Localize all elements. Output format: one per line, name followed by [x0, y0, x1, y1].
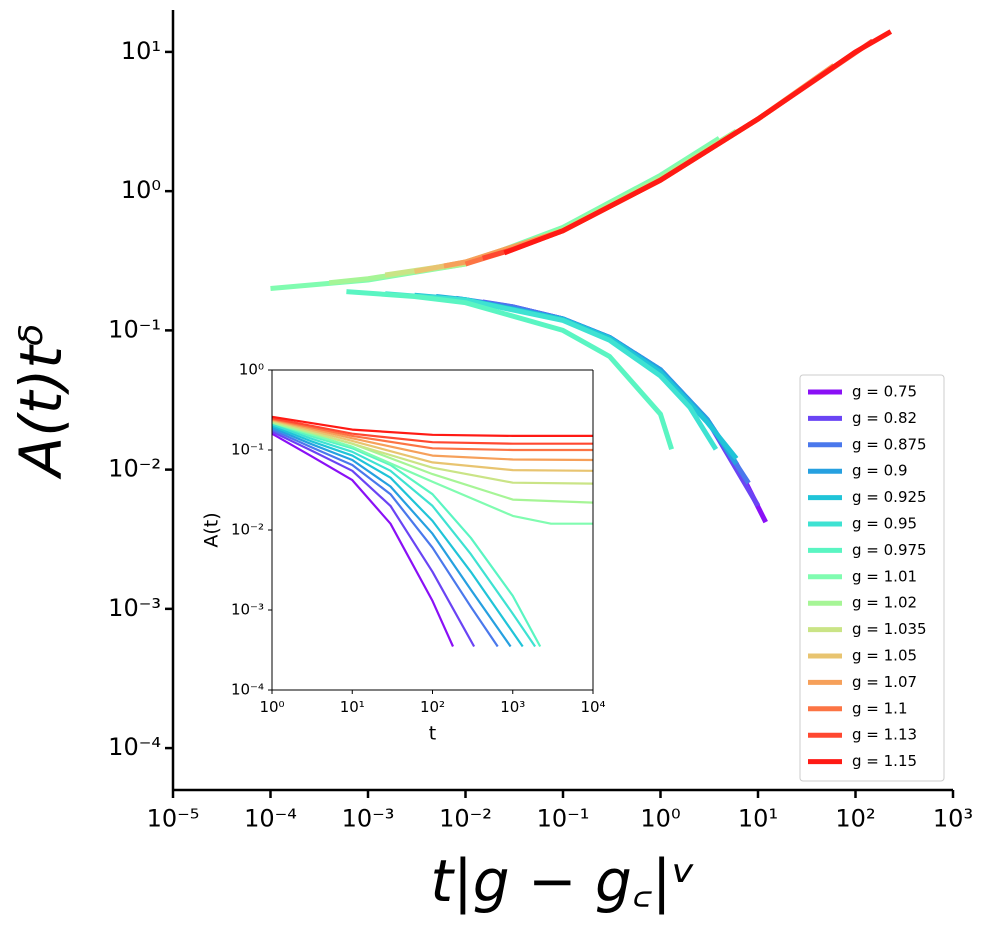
legend-label: g = 1.07 [852, 673, 917, 691]
data-line [464, 49, 857, 267]
data-line [271, 430, 476, 648]
legend-label: g = 1.05 [852, 647, 917, 665]
y-axis-label: A(t) [201, 512, 223, 547]
legend-label: g = 1.15 [852, 752, 917, 770]
legend-label: g = 1.02 [852, 594, 917, 612]
data-line [385, 291, 719, 451]
legend-label: g = 1.01 [852, 567, 917, 585]
data-line [482, 38, 875, 261]
data-line [271, 432, 455, 647]
x-tick-label: 10⁰ [259, 698, 284, 716]
legend-frame [799, 374, 945, 782]
x-tick-label: 10⁻⁴ [244, 805, 297, 833]
data-line [328, 128, 738, 286]
x-tick-label: 10³ [500, 698, 525, 716]
data-line [271, 421, 593, 525]
x-tick-label: 10³ [933, 805, 973, 833]
y-tick-label: 10⁻⁴ [231, 681, 264, 699]
data-line [271, 417, 593, 452]
legend-label: g = 0.82 [852, 409, 917, 427]
data-line [346, 289, 674, 451]
x-tick-label: 10⁻¹ [537, 805, 590, 833]
legend-label: g = 1.035 [852, 620, 927, 638]
y-tick-label: 10⁰ [121, 176, 161, 204]
legend: g = 0.75 g = 0.82 g = 0.875 g = 0.9 g = 0.92… [799, 374, 945, 782]
y-tick-label: 10⁻⁴ [108, 733, 161, 761]
y-tick-label: 10⁻¹ [108, 315, 161, 343]
data-line [271, 418, 594, 462]
x-tick-label: 10⁰ [640, 805, 680, 833]
legend-label: g = 0.9 [852, 462, 907, 480]
y-tick-label: 10⁻³ [231, 601, 264, 619]
y-tick-label: 10¹ [121, 37, 161, 65]
data-line [414, 84, 806, 274]
x-tick-label: 10² [835, 805, 875, 833]
data-line [503, 29, 893, 256]
y-tick-label: 10⁻² [231, 521, 264, 539]
x-tick-label: 10¹ [340, 698, 365, 716]
x-tick-label: 10⁻³ [342, 805, 395, 833]
y-tick-label: 10⁻² [108, 455, 161, 483]
x-tick-label: 10⁻⁵ [147, 805, 200, 833]
data-line [271, 417, 593, 445]
legend-label: g = 0.975 [852, 541, 927, 559]
x-tick-label: 10⁻² [439, 805, 492, 833]
y-tick-label: 10⁻¹ [231, 441, 264, 459]
data-line [271, 421, 542, 648]
data-line [271, 419, 594, 472]
data-line [384, 105, 777, 278]
x-tick-label: 10¹ [738, 805, 778, 833]
data-line [271, 424, 524, 648]
y-tick-label: 10⁰ [239, 361, 264, 379]
legend-label: g = 0.95 [852, 515, 917, 533]
data-line [271, 426, 512, 648]
data-line [270, 136, 721, 291]
x-axis-label: t|g − g꜀|ᵛ [430, 847, 695, 915]
data-line [271, 415, 593, 437]
legend-label: g = 0.75 [852, 383, 917, 401]
data-line [271, 420, 594, 485]
y-axis-label: A(t)tᵟ [7, 324, 75, 481]
x-tick-label: 10⁴ [580, 698, 605, 716]
x-axis-label: t [429, 723, 436, 745]
plot-area [272, 370, 593, 690]
series-layer [271, 415, 594, 648]
series-layer [270, 29, 893, 524]
legend-label: g = 0.925 [852, 488, 927, 506]
y-tick-label: 10⁻³ [108, 594, 161, 622]
data-line [271, 423, 537, 648]
legend-label: g = 1.1 [852, 699, 907, 717]
x-tick-label: 10² [420, 698, 445, 716]
data-line [271, 428, 499, 648]
legend-label: g = 1.13 [852, 726, 917, 744]
legend-label: g = 0.875 [852, 435, 927, 453]
data-line [443, 63, 836, 269]
